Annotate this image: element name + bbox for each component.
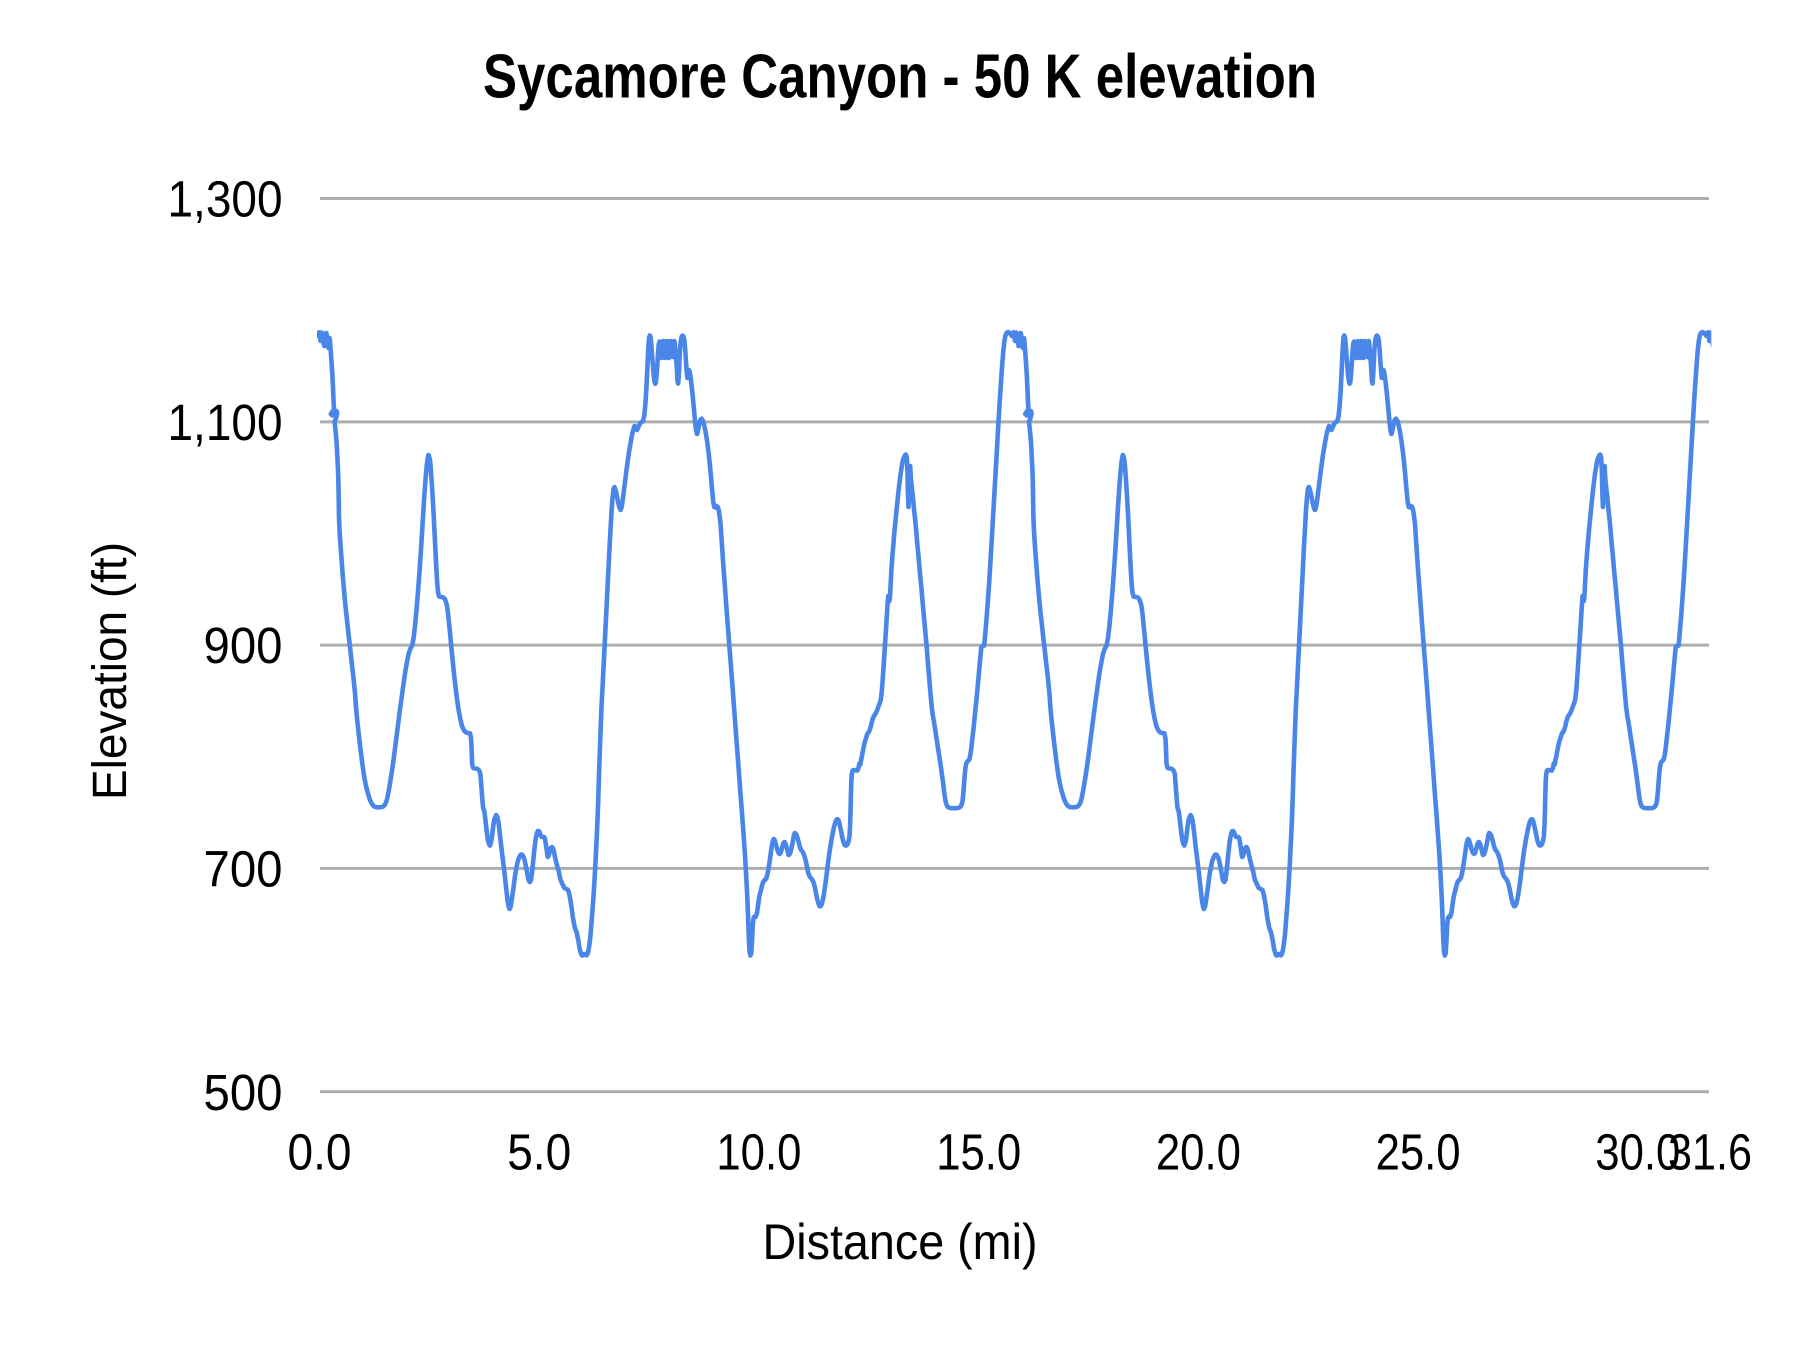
svg-text:Sycamore Canyon - 50 K elevati: Sycamore Canyon - 50 K elevation	[483, 43, 1317, 112]
svg-text:Elevation (ft): Elevation (ft)	[84, 542, 137, 800]
svg-text:10.0: 10.0	[716, 1124, 801, 1181]
svg-text:Distance (mi): Distance (mi)	[763, 1214, 1038, 1270]
svg-text:1,100: 1,100	[168, 394, 283, 451]
svg-text:0.0: 0.0	[288, 1124, 352, 1181]
svg-text:15.0: 15.0	[936, 1124, 1021, 1181]
svg-text:30.0: 30.0	[1595, 1124, 1680, 1181]
svg-text:31.6: 31.6	[1668, 1124, 1752, 1181]
svg-text:900: 900	[204, 617, 283, 674]
svg-text:700: 700	[204, 841, 283, 898]
svg-text:20.0: 20.0	[1156, 1124, 1241, 1181]
svg-text:500: 500	[204, 1064, 283, 1121]
svg-text:5.0: 5.0	[507, 1124, 571, 1181]
svg-text:1,300: 1,300	[168, 171, 283, 228]
svg-text:25.0: 25.0	[1376, 1124, 1461, 1181]
